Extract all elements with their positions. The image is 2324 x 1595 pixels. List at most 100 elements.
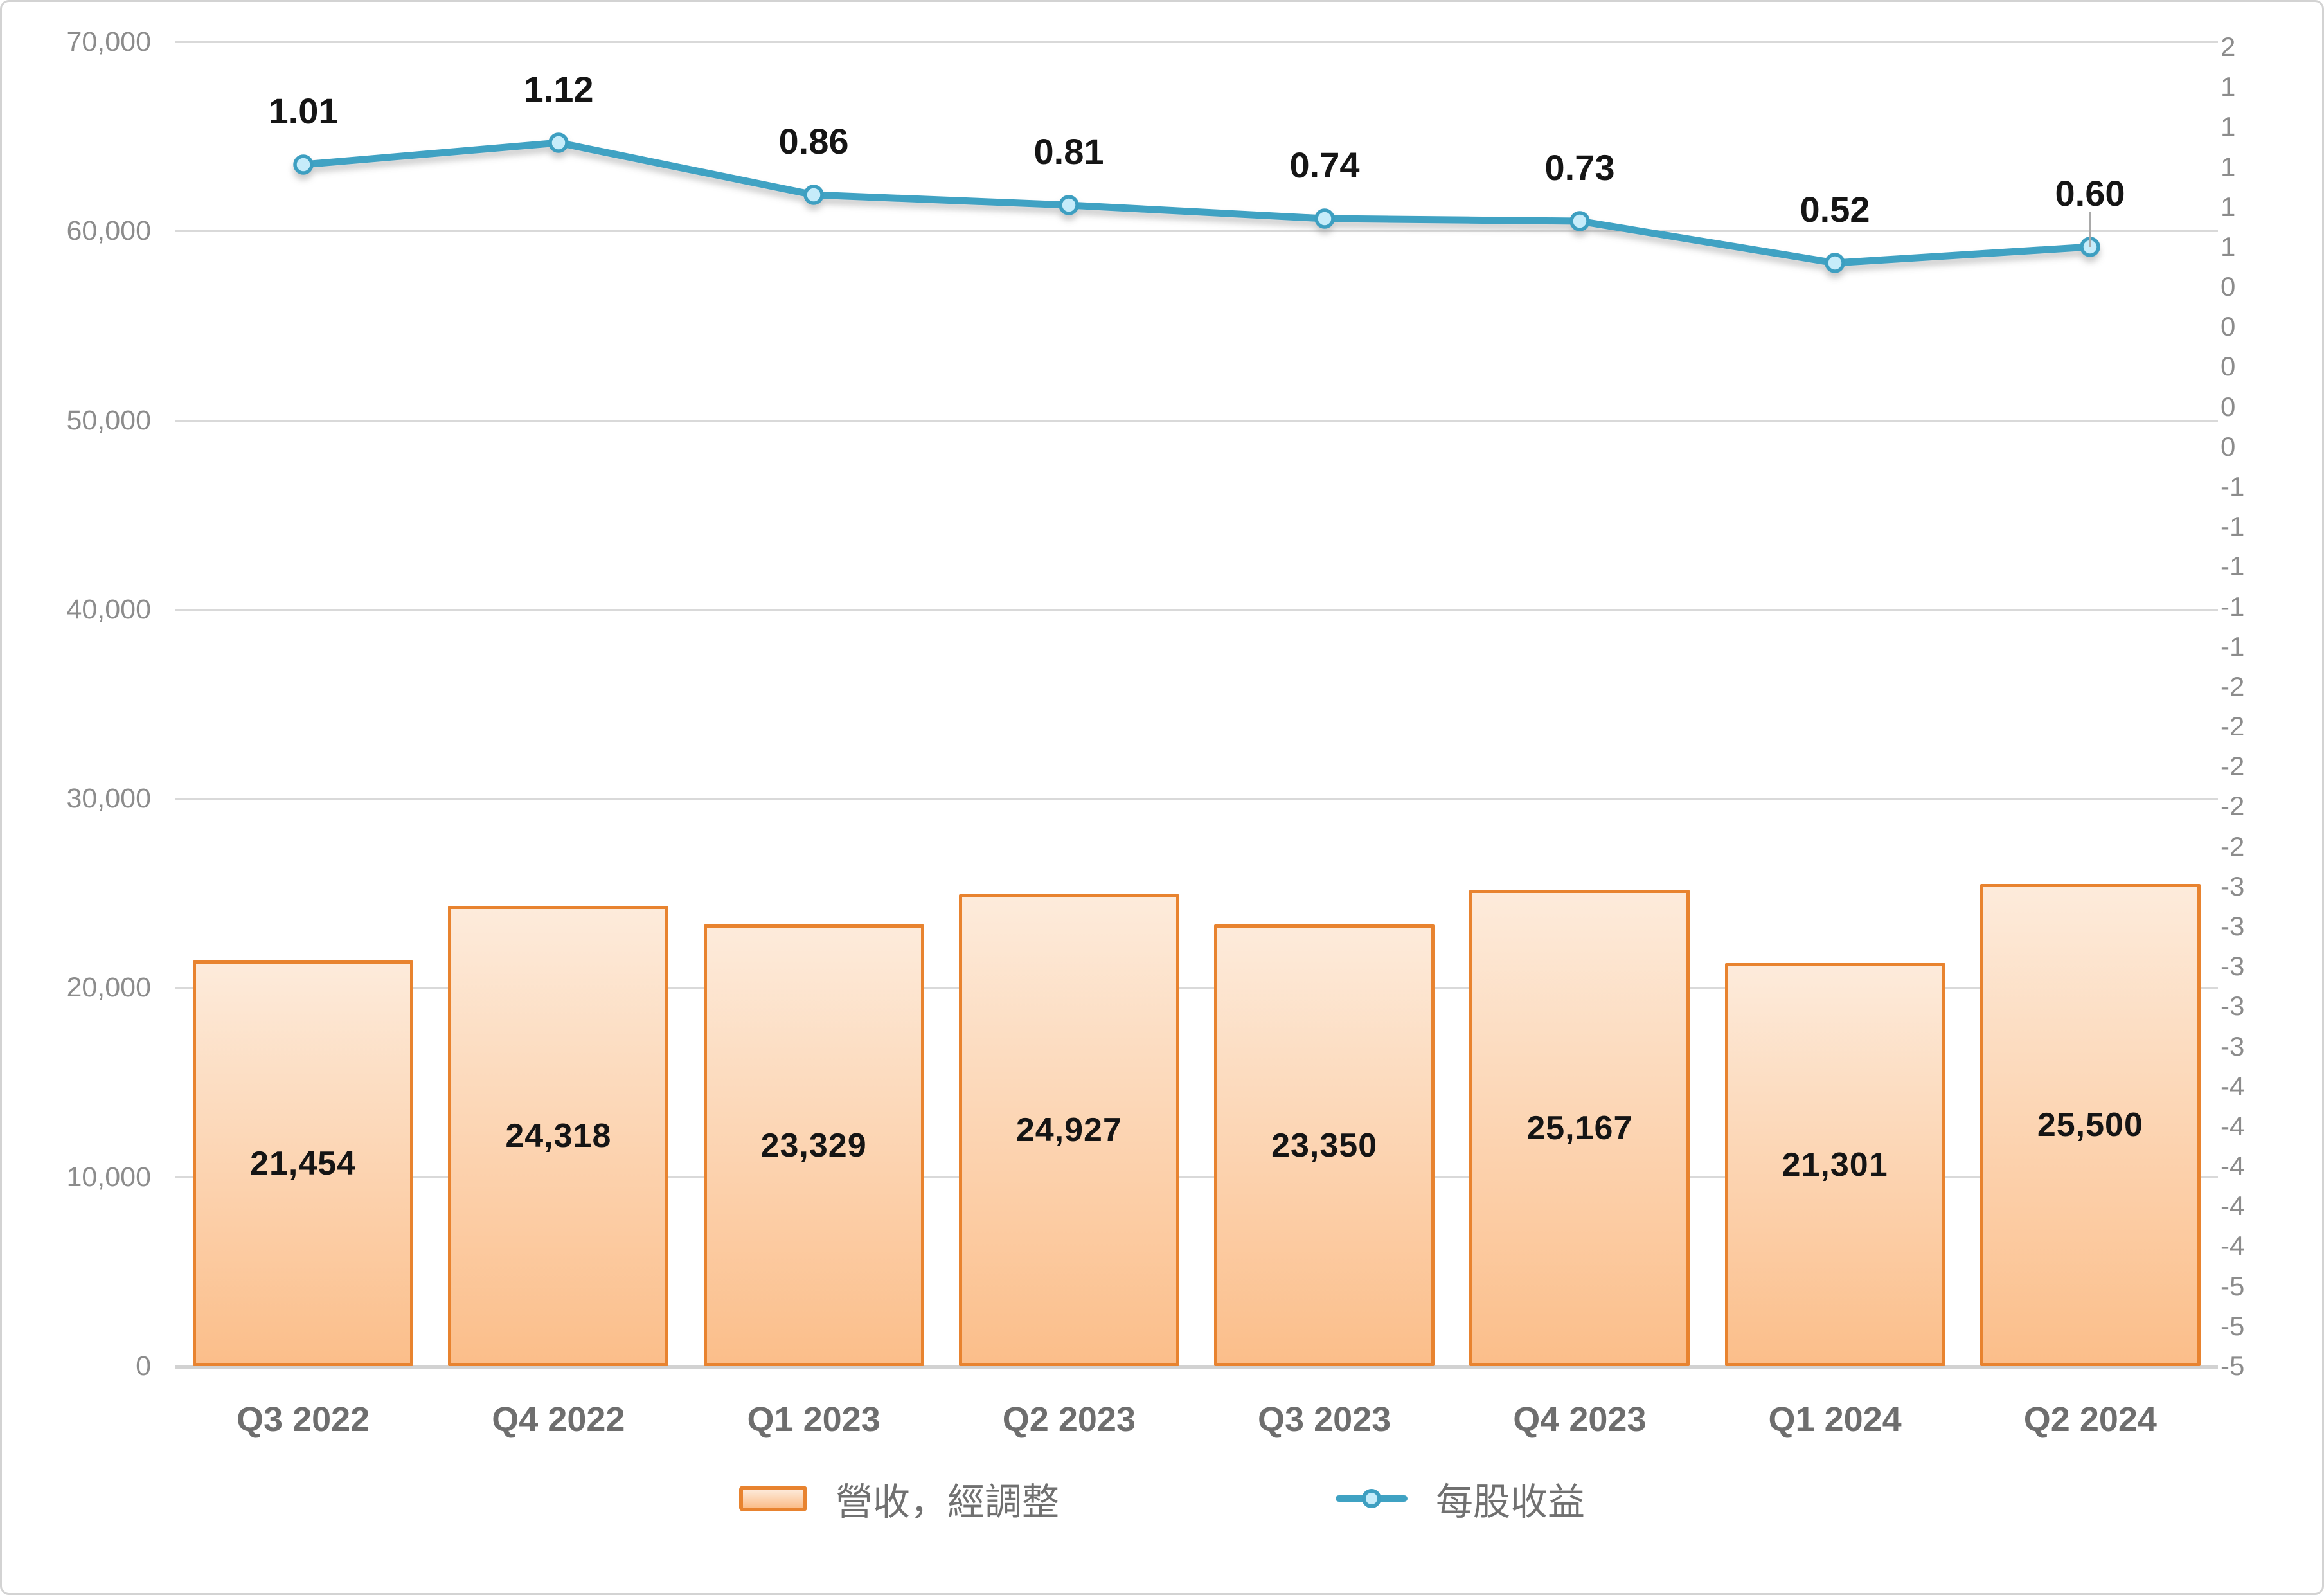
legend: 營收，經調整 每股收益 xyxy=(2,1469,2322,1528)
x-axis-label: Q2 2023 xyxy=(1002,1400,1136,1439)
right-axis-tick: -4 xyxy=(2221,1111,2245,1141)
bar-slot: 23,350 xyxy=(1197,42,1452,1366)
left-axis-tick: 50,000 xyxy=(66,405,151,436)
right-axis-tick: -4 xyxy=(2221,1151,2245,1181)
bar-value-label: 24,927 xyxy=(1015,1112,1122,1149)
gridline xyxy=(175,420,2218,422)
bar-q2-2023: 24,927 xyxy=(958,894,1179,1366)
bar-q4-2023: 25,167 xyxy=(1469,890,1690,1366)
x-axis-label: Q2 2024 xyxy=(2023,1400,2157,1439)
right-axis-tick: -1 xyxy=(2221,591,2245,622)
legend-item-revenue: 營收，經調整 xyxy=(738,1472,1059,1526)
eps-value-label: 0.74 xyxy=(1289,145,1360,185)
circle-marker-icon xyxy=(1362,1489,1381,1508)
bar-q3-2022: 21,454 xyxy=(193,960,414,1366)
bar-value-label: 21,454 xyxy=(250,1144,357,1182)
bar-slot: 24,927 xyxy=(942,42,1197,1366)
bar-slot: 21,454 xyxy=(175,42,431,1366)
left-axis-tick: 40,000 xyxy=(66,594,151,625)
line-marker xyxy=(803,185,824,205)
legend-item-eps: 每股收益 xyxy=(1336,1472,1585,1526)
right-axis-tick: -3 xyxy=(2221,871,2245,901)
right-axis-tick: 2 xyxy=(2221,32,2236,62)
gridline xyxy=(175,230,2218,232)
bar-value-label: 23,350 xyxy=(1271,1126,1378,1164)
bar-series: 21,454 24,318 23,329 24,927 23,350 25,167 21,3… xyxy=(175,42,2218,1366)
eps-line xyxy=(299,139,2094,267)
x-axis-labels: Q3 2022 Q4 2022 Q1 2023 Q2 2023 Q3 2023 Q4 20… xyxy=(175,1391,2218,1448)
left-axis-tick: 0 xyxy=(136,1351,151,1382)
bar-value-label: 23,329 xyxy=(760,1126,867,1164)
bar-value-label: 24,318 xyxy=(505,1117,612,1155)
left-axis-tick: 20,000 xyxy=(66,972,151,1003)
gridline xyxy=(175,798,2218,800)
plot-area: 21,454 24,318 23,329 24,927 23,350 25,167 21,3… xyxy=(175,41,2218,1369)
legend-label-eps: 每股收益 xyxy=(1436,1481,1586,1523)
x-axis-label: Q3 2023 xyxy=(1258,1400,1391,1439)
right-axis-tick: 1 xyxy=(2221,71,2236,102)
bar-slot: 23,329 xyxy=(686,42,942,1366)
x-axis-label: Q3 2022 xyxy=(237,1400,370,1439)
eps-value-label: 0.73 xyxy=(1544,147,1615,188)
bar-slot: 25,500 xyxy=(1963,42,2218,1366)
eps-value-label: 1.12 xyxy=(523,69,594,109)
right-axis-tick: -5 xyxy=(2221,1311,2245,1341)
line-marker xyxy=(1059,195,1079,215)
bar-q4-2022: 24,318 xyxy=(448,906,669,1366)
eps-value-label: 0.86 xyxy=(778,121,849,161)
left-axis-tick: 30,000 xyxy=(66,783,151,814)
right-axis-tick: -4 xyxy=(2221,1071,2245,1101)
gridline xyxy=(175,987,2218,989)
line-marker xyxy=(548,132,569,153)
right-axis-tick: 0 xyxy=(2221,311,2236,341)
line-series xyxy=(293,132,2100,273)
line-marker xyxy=(1569,211,1590,231)
left-axis-tick: 70,000 xyxy=(66,26,151,57)
right-axis-tick: -2 xyxy=(2221,791,2245,821)
eps-value-label: 0.52 xyxy=(1800,189,1870,230)
gridline xyxy=(175,1176,2218,1178)
eps-value-label: 0.60 xyxy=(2055,173,2125,213)
right-axis-tick: 0 xyxy=(2221,431,2236,462)
right-axis-tick: -2 xyxy=(2221,671,2245,701)
right-axis-tick: -5 xyxy=(2221,1271,2245,1301)
right-axis-tick: -2 xyxy=(2221,831,2245,861)
bar-value-label: 25,500 xyxy=(2037,1106,2143,1144)
right-axis-tick: -3 xyxy=(2221,911,2245,941)
line-marker-swatch-icon xyxy=(1336,1488,1408,1509)
bar-q1-2024: 21,301 xyxy=(1724,963,1945,1366)
line-marker xyxy=(1314,208,1335,229)
right-axis-tick: -3 xyxy=(2221,951,2245,981)
bar-slot: 24,318 xyxy=(431,42,686,1366)
bar-q1-2023: 23,329 xyxy=(703,924,924,1366)
gridline xyxy=(175,609,2218,611)
x-axis-label: Q1 2024 xyxy=(1768,1400,1902,1439)
bar-slot: 25,167 xyxy=(1452,42,1707,1366)
legend-label-revenue: 營收，經調整 xyxy=(835,1481,1059,1523)
right-axis-tick: -4 xyxy=(2221,1191,2245,1221)
right-axis-tick: 0 xyxy=(2221,351,2236,381)
line-marker xyxy=(293,154,314,175)
right-axis-tick: 0 xyxy=(2221,271,2236,302)
right-axis-tick: -2 xyxy=(2221,711,2245,741)
right-axis-tick: 1 xyxy=(2221,111,2236,141)
right-axis-tick: 0 xyxy=(2221,392,2236,422)
left-axis-tick: 10,000 xyxy=(66,1162,151,1193)
right-axis-tick: -1 xyxy=(2221,631,2245,662)
bar-slot: 21,301 xyxy=(1708,42,1963,1366)
right-axis-tick: 1 xyxy=(2221,152,2236,182)
right-axis-tick: 1 xyxy=(2221,192,2236,222)
line-marker xyxy=(1825,253,1845,273)
bar-q3-2023: 23,350 xyxy=(1214,924,1435,1366)
gridline xyxy=(175,41,2218,43)
right-axis-tick: -3 xyxy=(2221,991,2245,1021)
right-axis-tick: -2 xyxy=(2221,751,2245,781)
bar-q2-2024: 25,500 xyxy=(1980,884,2201,1366)
right-axis-tick: -1 xyxy=(2221,551,2245,581)
x-axis-label: Q1 2023 xyxy=(747,1400,880,1439)
right-axis-tick: -4 xyxy=(2221,1230,2245,1261)
right-axis-tick: 1 xyxy=(2221,231,2236,262)
eps-value-label: 1.01 xyxy=(268,91,339,131)
x-axis-label: Q4 2022 xyxy=(492,1400,625,1439)
